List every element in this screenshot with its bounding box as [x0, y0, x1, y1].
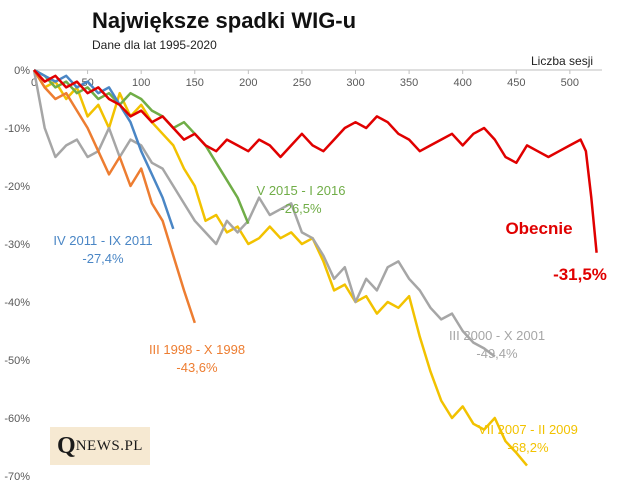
y-tick-label: 0%: [14, 65, 30, 77]
annotation-obecnie: Obecnie: [505, 219, 573, 238]
y-tick-label: -10%: [4, 123, 30, 135]
x-tick-label: 200: [239, 77, 257, 89]
annotation-v2015: V 2015 - I 2016 -26,5%: [251, 182, 351, 218]
chart-title: Największe spadki WIG-u: [92, 8, 357, 33]
y-tick-label: -20%: [4, 181, 30, 193]
annotation-iii2000-value: -49,4%: [476, 346, 518, 361]
y-tick-label: -40%: [4, 297, 30, 309]
y-tick-label: -70%: [4, 471, 30, 483]
annotation-iii1998-value: -43,6%: [176, 360, 218, 375]
series-line-1: [32, 69, 496, 358]
x-tick-label: 350: [400, 77, 418, 89]
x-tick-label: 450: [507, 77, 525, 89]
annotation-v2015-label: V 2015 - I 2016: [256, 183, 346, 198]
annotation-iv2011: IV 2011 - IX 2011 -27,4%: [47, 232, 159, 268]
annotation-iii2000-label: III 2000 - X 2001: [448, 328, 546, 343]
chart-subtitle: Dane dla lat 1995-2020: [92, 38, 217, 52]
logo-text: NEWS.PL: [75, 437, 143, 454]
x-tick-label: 100: [132, 77, 150, 89]
y-tick-label: -60%: [4, 413, 30, 425]
annotation-vii2007-label: VII 2007 - II 2009: [478, 422, 578, 437]
x-axis-label: Liczba sesji: [531, 54, 594, 68]
logo-initial: Q: [57, 432, 76, 459]
x-tick-label: 300: [346, 77, 364, 89]
annotation-iii1998: III 1998 - X 1998 -43,6%: [137, 341, 257, 377]
series-line-3: [33, 68, 175, 230]
annotation-v2015-value: -26,5%: [280, 201, 322, 216]
x-tick-label: 150: [186, 77, 204, 89]
annotation-iii1998-label: III 1998 - X 1998: [148, 342, 246, 357]
annotation-vii2007: VII 2007 - II 2009 -68,2%: [466, 421, 590, 457]
y-tick-label: -30%: [4, 239, 30, 251]
annotation-obecnie-value: -31,5%: [553, 265, 607, 284]
series-line-5: [33, 69, 598, 253]
y-tick-label: -50%: [4, 355, 30, 367]
x-tick-label: 500: [561, 77, 579, 89]
series-line-0: [32, 69, 528, 467]
x-tick-label: 250: [293, 77, 311, 89]
annotation-iv2011-label: IV 2011 - IX 2011: [53, 233, 153, 248]
x-tick-label: 400: [453, 77, 471, 89]
annotation-vii2007-value: -68,2%: [507, 440, 549, 455]
series-lines: [32, 68, 598, 467]
axes: 0 50 100 150 200 250 300 350 400 450 5000%-10%-20%…: [4, 65, 602, 483]
x-tick-label: 0: [31, 77, 37, 89]
annotation-iii2000: III 2000 - X 2001 -49,4%: [437, 327, 557, 363]
qnews-logo: Q NEWS.PL: [50, 427, 150, 465]
annotation-iv2011-value: -27,4%: [82, 251, 124, 266]
series-line-4: [32, 69, 196, 324]
